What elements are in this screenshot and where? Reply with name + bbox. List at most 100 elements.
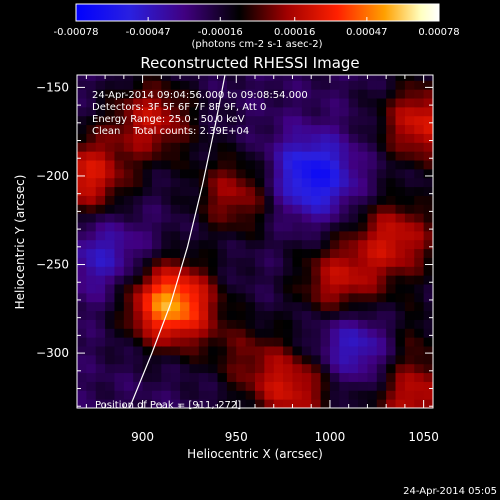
heatmap-cell	[236, 381, 247, 391]
heatmap-cell	[404, 106, 415, 117]
heatmap-cell	[264, 168, 275, 179]
heatmap-cell	[301, 186, 312, 196]
heatmap-cell	[123, 142, 134, 152]
heatmap-cell	[404, 213, 415, 223]
y-axis-label: Heliocentric Y (arcsec)	[13, 175, 27, 310]
heatmap-cell	[423, 80, 433, 90]
heatmap-cell	[226, 204, 237, 214]
heatmap-cell	[226, 275, 237, 285]
colorbar-units-label: (photons cm-2 s-1 asec-2)	[191, 39, 322, 50]
heatmap-cell	[180, 142, 190, 152]
heatmap-cell	[320, 133, 331, 143]
heatmap-cell	[217, 168, 228, 179]
heatmap-cell	[123, 399, 134, 408]
heatmap-cell	[414, 372, 425, 382]
heatmap-cell	[236, 346, 247, 356]
heatmap-cell	[105, 98, 115, 108]
heatmap-cell	[339, 213, 350, 223]
heatmap-cell	[404, 195, 415, 205]
heatmap-cell	[348, 106, 359, 117]
heatmap-cell	[95, 301, 106, 312]
heatmap-cell	[386, 248, 397, 258]
heatmap-cell	[86, 89, 97, 99]
heatmap-cell	[376, 106, 387, 117]
heatmap-cell	[226, 354, 237, 365]
heatmap-cell	[151, 222, 162, 232]
heatmap-cell	[151, 151, 162, 161]
heatmap-cell	[170, 354, 181, 365]
heatmap-cell	[423, 284, 433, 294]
heatmap-cell	[189, 381, 200, 391]
heatmap-cell	[339, 222, 350, 232]
heatmap-cell	[208, 75, 219, 81]
heatmap-cell	[105, 230, 115, 241]
heatmap-cell	[217, 239, 228, 250]
heatmap-cell	[236, 133, 247, 143]
heatmap-cell	[264, 363, 275, 374]
heatmap-cell	[339, 399, 350, 408]
heatmap-cell	[339, 133, 350, 143]
heatmap-cell	[151, 275, 162, 285]
heatmap-cell	[273, 301, 284, 312]
heatmap-cell	[180, 284, 190, 294]
heatmap-cell	[114, 115, 125, 126]
heatmap-cell	[329, 275, 340, 285]
heatmap-cell	[133, 301, 144, 312]
heatmap-cell	[329, 372, 340, 382]
heatmap-cell	[348, 204, 359, 214]
heatmap-cell	[236, 177, 247, 188]
heatmap-cell	[358, 328, 368, 338]
heatmap-cell	[404, 124, 415, 134]
heatmap-cell	[255, 337, 265, 347]
heatmap-cell	[376, 292, 387, 303]
heatmap-cell	[217, 213, 228, 223]
heatmap-cell	[358, 142, 368, 152]
heatmap-cell	[386, 346, 397, 356]
heatmap-cell	[329, 98, 340, 108]
heatmap-cell	[395, 381, 406, 391]
heatmap-cell	[180, 230, 190, 241]
heatmap-cell	[358, 390, 368, 400]
heatmap-cell	[123, 363, 134, 374]
heatmap-cell	[395, 80, 406, 90]
heatmap-cell	[180, 372, 190, 382]
heatmap-cell	[77, 89, 87, 99]
heatmap-cell	[95, 354, 106, 365]
heatmap-cell	[273, 115, 284, 126]
heatmap-cell	[161, 319, 172, 329]
heatmap-cell	[236, 230, 247, 241]
heatmap-cell	[414, 160, 425, 170]
heatmap-cell	[367, 399, 378, 408]
heatmap-cell	[151, 80, 162, 90]
heatmap-cell	[170, 133, 181, 143]
heatmap-cell	[423, 239, 433, 250]
heatmap-cell	[358, 133, 368, 143]
heatmap-cell	[161, 195, 172, 205]
heatmap-cell	[339, 354, 350, 365]
heatmap-cell	[133, 142, 144, 152]
heatmap-cell	[348, 363, 359, 374]
heatmap-cell	[77, 354, 87, 365]
heatmap-cell	[423, 98, 433, 108]
heatmap-cell	[395, 292, 406, 303]
heatmap-cell	[414, 328, 425, 338]
heatmap-cell	[367, 275, 378, 285]
heatmap-cell	[386, 115, 397, 126]
heatmap-cell	[198, 142, 209, 152]
heatmap-cell	[301, 399, 312, 408]
heatmap-cell	[423, 222, 433, 232]
heatmap-cell	[217, 115, 228, 126]
heatmap-cell	[367, 186, 378, 196]
heatmap-cell	[376, 151, 387, 161]
heatmap-cell	[339, 115, 350, 126]
heatmap-cell	[320, 75, 331, 81]
heatmap-cell	[273, 310, 284, 320]
heatmap-cell	[255, 301, 265, 312]
heatmap-cell	[123, 106, 134, 117]
heatmap-cell	[264, 266, 275, 276]
heatmap-cell	[255, 354, 265, 365]
heatmap-cell	[255, 284, 265, 294]
heatmap-cell	[198, 363, 209, 374]
heatmap-cell	[217, 195, 228, 205]
heatmap-cell	[423, 230, 433, 241]
